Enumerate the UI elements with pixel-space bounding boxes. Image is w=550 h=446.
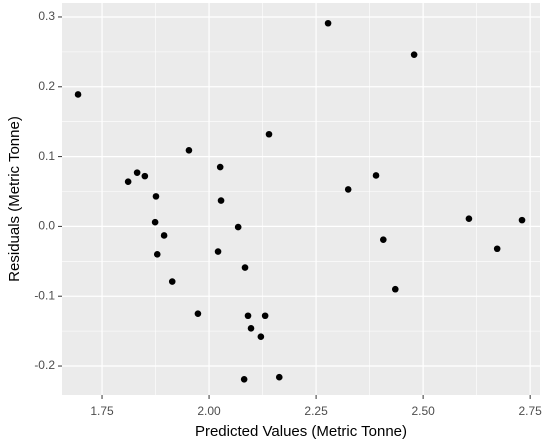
- point: [257, 333, 265, 341]
- point: [265, 130, 273, 138]
- y-tick-label: 0.0: [38, 219, 55, 233]
- point: [153, 251, 161, 258]
- y-tick-label: 0.3: [38, 9, 55, 23]
- x-tick-label: 2.25: [304, 404, 328, 418]
- point: [160, 232, 168, 239]
- point: [324, 19, 332, 27]
- y-axis-title: Residuals (Metric Tonne): [6, 116, 23, 282]
- point: [244, 312, 252, 320]
- point: [214, 248, 222, 255]
- point: [152, 193, 160, 200]
- point: [194, 310, 202, 317]
- x-tick-label: 2.00: [197, 404, 221, 418]
- point: [241, 264, 249, 271]
- point: [275, 373, 283, 381]
- point: [234, 223, 242, 231]
- point: [344, 186, 352, 193]
- point: [74, 91, 82, 98]
- point: [380, 236, 387, 243]
- x-axis-title: Predicted Values (Metric Tonne): [195, 423, 407, 440]
- point: [151, 218, 159, 226]
- point: [141, 172, 149, 180]
- point: [240, 375, 248, 383]
- x-tick-label: 2.50: [411, 404, 435, 418]
- point: [185, 147, 193, 154]
- point: [493, 245, 501, 253]
- point: [247, 325, 255, 332]
- plot-panel: [62, 3, 540, 395]
- y-tick-label: -0.1: [34, 288, 55, 302]
- point: [518, 216, 526, 224]
- point: [372, 172, 380, 179]
- x-tick-label: 1.75: [90, 404, 114, 418]
- y-tick-label: 0.1: [38, 149, 55, 163]
- x-tick-label: 2.75: [518, 404, 542, 418]
- point: [216, 163, 224, 171]
- point: [465, 215, 473, 223]
- point: [410, 51, 418, 58]
- point: [217, 197, 225, 204]
- point: [124, 178, 132, 186]
- y-tick-label: -0.2: [34, 358, 55, 372]
- point: [133, 169, 141, 176]
- point: [391, 285, 399, 293]
- point: [261, 312, 269, 320]
- y-tick-label: 0.2: [38, 79, 55, 93]
- point: [168, 278, 176, 285]
